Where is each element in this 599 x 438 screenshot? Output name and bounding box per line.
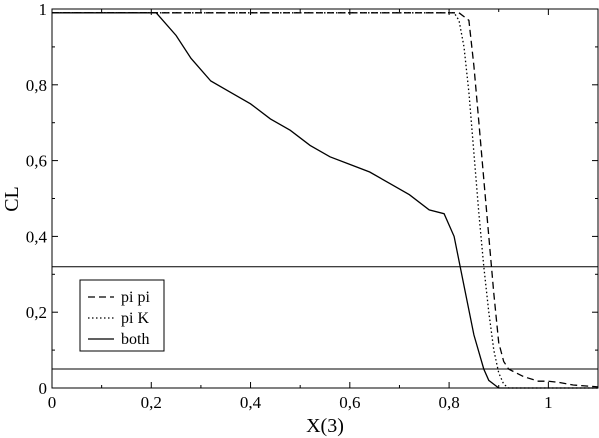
y-tick-label: 0,4 — [26, 227, 48, 246]
legend-label: pi K — [121, 310, 149, 327]
y-tick-label: 0,6 — [26, 152, 47, 171]
x-tick-label: 0 — [48, 393, 57, 412]
legend: pi pi pi K both — [79, 279, 165, 352]
x-axis: 0 0,2 0,4 0,6 0,8 1 — [48, 9, 599, 412]
series-layer — [52, 12, 599, 389]
legend-label: both — [121, 331, 149, 348]
x-axis-title: X(3) — [306, 415, 344, 437]
x-tick-label: 0,6 — [339, 393, 360, 412]
y-tick-label: 0 — [39, 379, 48, 398]
series-line-pi-pi — [52, 12, 599, 388]
x-tick-label: 0,4 — [240, 393, 262, 412]
x-tick-label: 0,2 — [141, 393, 162, 412]
legend-label: pi pi — [121, 289, 150, 306]
y-axis: 0 0,2 0,4 0,6 0,8 1 — [26, 0, 598, 398]
series-line-both — [52, 12, 598, 389]
y-tick-label: 0,8 — [26, 76, 47, 95]
x-tick-label: 1 — [544, 393, 553, 412]
y-tick-label: 0,2 — [26, 303, 47, 322]
x-tick-label: 0,8 — [438, 393, 459, 412]
y-tick-label: 1 — [39, 0, 48, 19]
y-axis-title: CL — [1, 186, 23, 212]
reference-lines — [52, 266, 598, 370]
